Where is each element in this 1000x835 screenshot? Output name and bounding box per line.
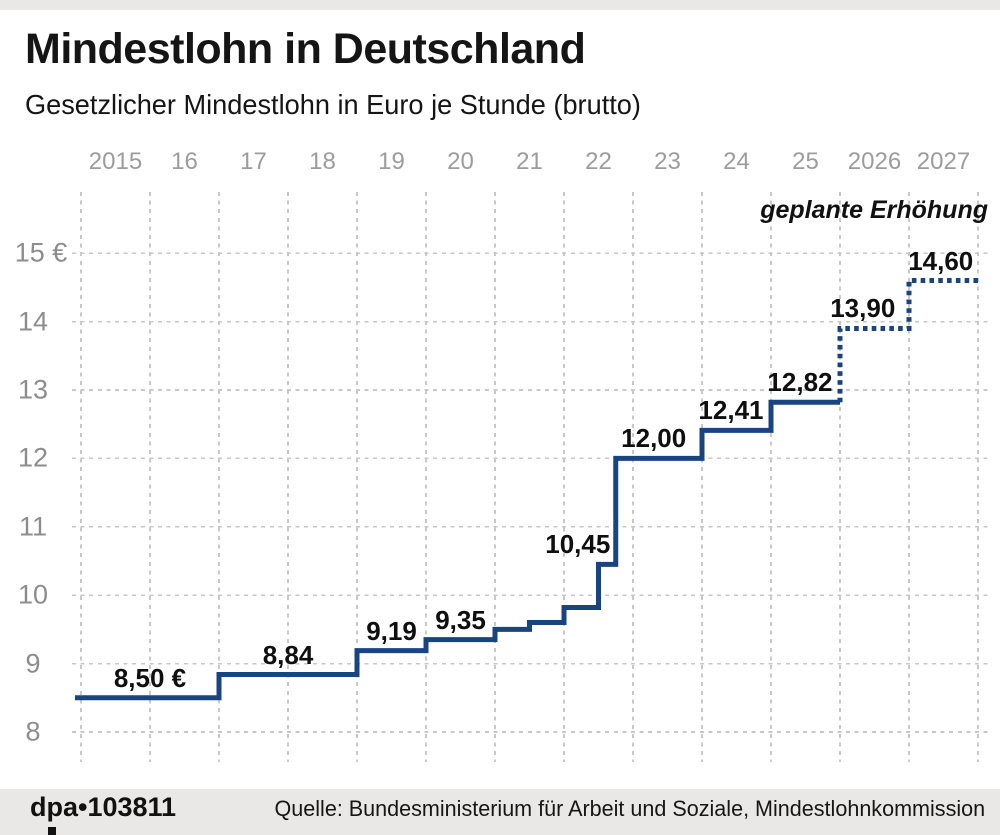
wage-value-label: 9,35 [435, 604, 486, 635]
x-axis-tick-label: 2027 [916, 148, 971, 175]
x-axis-tick-label: 21 [516, 148, 543, 175]
wage-value-label: 8,50 € [113, 662, 187, 693]
x-axis-tick-label: 24 [723, 148, 750, 175]
wage-value-label: 10,45 [545, 529, 611, 560]
chart-subtitle: Gesetzlicher Mindestlohn in Euro je Stun… [25, 89, 641, 120]
x-axis-tick-label: 23 [654, 148, 681, 175]
wage-value-label: 9,19 [366, 615, 417, 646]
wage-value-label: 12,82 [767, 367, 833, 398]
top-divider-bar [0, 0, 1000, 10]
wage-value-label: 8,84 [262, 639, 314, 670]
y-axis-tick-label: 12 [17, 442, 49, 473]
wage-step-line [75, 399, 840, 701]
dpa-logo-fragment [48, 827, 56, 835]
wage-value-label: 12,41 [698, 395, 764, 426]
x-axis-tick-label: 17 [240, 148, 267, 175]
x-axis-tick-label: 20 [447, 148, 474, 175]
x-axis-tick-label: 18 [309, 148, 336, 175]
dpa-id-label: dpa•103811 [30, 792, 177, 822]
source-credit: Quelle: Bundesministerium für Arbeit und… [274, 796, 985, 821]
page-title: Mindestlohn in Deutschland [25, 25, 586, 73]
x-axis-tick-label: 22 [585, 148, 612, 175]
wage-value-label: 13,90 [830, 293, 896, 324]
y-axis-tick-label: 8 [25, 716, 41, 747]
y-axis-tick-label: 14 [17, 306, 49, 337]
y-axis-tick-label: 11 [18, 511, 48, 542]
y-axis-tick-label: 15 € [14, 237, 68, 268]
planned-step-line-dotted [837, 278, 978, 403]
x-axis-tick-label: 19 [378, 148, 405, 175]
footer-bar [0, 789, 1000, 835]
y-axis-tick-label: 13 [17, 374, 49, 405]
wage-value-label: 14,60 [908, 245, 974, 276]
y-axis-tick-label: 10 [17, 579, 49, 610]
x-axis-tick-label: 16 [171, 148, 198, 175]
planned-increase-annotation: geplante Erhöhung [760, 196, 988, 224]
x-axis-tick-label: 2026 [847, 148, 902, 175]
x-axis-tick-label: 2015 [88, 148, 143, 175]
x-axis-tick-label: 25 [792, 148, 819, 175]
wage-value-label: 12,00 [621, 423, 687, 454]
y-axis-tick-label: 9 [25, 648, 41, 679]
